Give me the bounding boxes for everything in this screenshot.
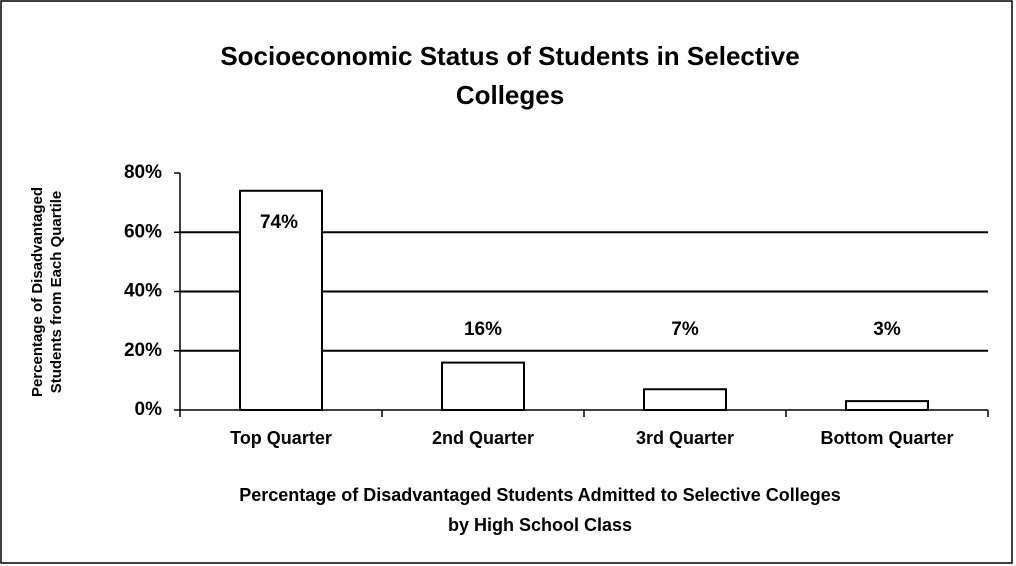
value-label: 7%	[671, 319, 699, 340]
bar	[239, 189, 323, 411]
x-tick-label: 3rd Quarter	[636, 428, 734, 448]
chart-title: Colleges	[456, 80, 564, 110]
x-tick-label: Bottom Quarter	[820, 428, 953, 448]
y-tick-label: 0%	[135, 399, 163, 420]
x-tick-label: 2nd Quarter	[432, 428, 534, 448]
x-axis-label: Percentage of Disadvantaged Students Adm…	[239, 485, 840, 505]
value-label: 3%	[873, 319, 901, 340]
y-axis-label: Percentage of Disadvantaged	[29, 187, 46, 397]
y-tick-label: 20%	[124, 340, 162, 361]
bar	[441, 361, 525, 412]
y-tick-label: 80%	[124, 162, 162, 183]
y-tick-label: 40%	[124, 281, 162, 302]
bar	[643, 388, 727, 412]
value-label: 74%	[260, 212, 298, 233]
x-axis-label: by High School Class	[448, 515, 632, 535]
chart-title: Socioeconomic Status of Students in Sele…	[220, 41, 799, 71]
x-tick-label: Top Quarter	[230, 428, 332, 448]
value-label: 16%	[464, 319, 502, 340]
y-tick-label: 60%	[124, 221, 162, 242]
y-axis-label: Students from Each Quartile	[48, 191, 65, 394]
bar	[845, 400, 929, 411]
